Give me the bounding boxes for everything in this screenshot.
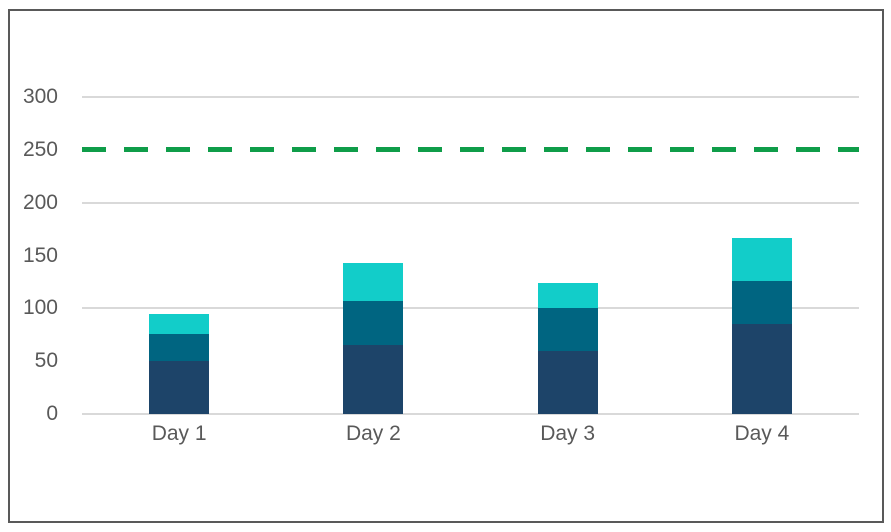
x-category-label: Day 1 [151,422,207,445]
y-axis-tick-label: 50 [34,349,58,373]
bar-segment-teal-middle [537,308,598,351]
bar-segment-navy-bottom [343,345,404,414]
bar-segment-navy-bottom [537,350,598,414]
y-axis-tick-label: 200 [22,190,58,214]
chart-frame [8,9,884,523]
y-axis-tick-label: 100 [22,296,58,320]
bar-segment-cyan-top [343,262,404,301]
x-category-label: Day 3 [540,422,596,445]
gridline [82,413,859,415]
bar-segment-cyan-top [149,313,210,334]
bar-segment-navy-bottom [149,361,210,414]
bar-segment-teal-middle [343,300,404,346]
bar-segment-teal-middle [149,333,210,362]
y-axis-tick-label: 0 [46,402,58,425]
y-axis-tick-label: 300 [22,85,58,108]
gridline [82,201,859,204]
y-axis-tick-label: 250 [22,137,58,161]
gridline [82,96,859,98]
x-category-label: Day 4 [734,422,790,445]
bar-segment-cyan-top [537,282,598,309]
reference-line-dashed [82,147,859,153]
x-category-label: Day 2 [345,422,401,445]
bar-segment-navy-bottom [731,324,792,414]
bar-segment-teal-middle [731,280,792,325]
gridline [82,307,859,310]
y-axis-tick-label: 150 [22,243,58,267]
bar-segment-cyan-top [731,237,792,281]
